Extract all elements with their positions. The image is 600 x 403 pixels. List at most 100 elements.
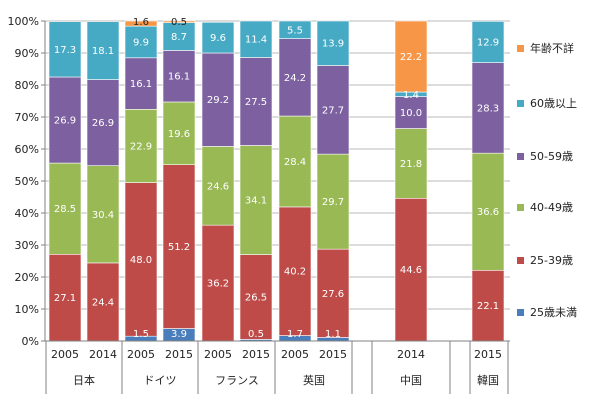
bar-segment — [124, 25, 158, 59]
bar-segment — [394, 20, 428, 93]
data-label: 1.5 — [133, 329, 149, 340]
x-axis: 2005 2014 2005 2015 2005 2015 2005 2015 2014 2015… — [45, 340, 510, 394]
data-label: 26.9 — [92, 118, 114, 129]
data-label: 3.9 — [171, 329, 187, 340]
data-label: 9.9 — [133, 37, 149, 48]
data-label: 8.7 — [171, 32, 187, 43]
data-label: 27.1 — [54, 293, 76, 304]
y-tick-label: 10% — [15, 303, 39, 316]
x-tick-label: 2005 — [204, 348, 232, 361]
data-label: 0.5 — [171, 17, 187, 28]
legend-swatch — [517, 153, 524, 160]
legend-label: 25歳未満 — [530, 306, 577, 319]
bar-segment — [162, 50, 196, 103]
y-tick-label: 60% — [15, 143, 39, 156]
data-label: 5.5 — [287, 25, 303, 36]
data-label: 16.1 — [130, 79, 152, 90]
data-label: 30.4 — [92, 210, 114, 221]
legend-swatch — [517, 45, 524, 52]
bar-segment — [48, 253, 82, 342]
legend-label: 60歳以上 — [530, 97, 577, 110]
data-label: 27.7 — [322, 105, 344, 116]
bar-segment — [124, 109, 158, 183]
y-tick-label: 70% — [15, 111, 39, 124]
legend: 年齢不詳 60歳以上 50-59歳 40-49歳 25-39歳 25歳未満 — [517, 41, 577, 319]
data-label: 28.5 — [54, 204, 76, 215]
data-label: 1.4 — [403, 90, 419, 101]
data-label: 0.5 — [248, 329, 264, 340]
bar-segment — [124, 57, 158, 110]
data-label: 18.1 — [92, 46, 114, 57]
y-tick-label: 30% — [15, 239, 39, 252]
bar-segment — [124, 20, 158, 27]
x-tick-label: 2015 — [319, 348, 347, 361]
x-tick-label: 2005 — [127, 348, 155, 361]
y-tick-label: 40% — [15, 207, 39, 220]
y-tick-label: 90% — [15, 47, 39, 60]
data-label: 36.6 — [477, 207, 499, 218]
data-label: 36.2 — [207, 279, 229, 290]
data-label: 24.6 — [207, 181, 229, 192]
data-label: 13.9 — [322, 39, 344, 50]
data-label: 34.1 — [245, 196, 267, 207]
y-tick-label: 50% — [15, 175, 39, 188]
data-label: 22.2 — [400, 52, 422, 63]
bars — [48, 20, 505, 342]
data-label: 48.0 — [130, 255, 152, 266]
bar-segment — [201, 21, 235, 54]
bar-segment — [162, 101, 196, 165]
x-group-label: 中国 — [400, 374, 422, 387]
bar-segment — [278, 38, 312, 117]
data-label: 21.8 — [400, 159, 422, 170]
y-tick-label: 20% — [15, 271, 39, 284]
data-label: 26.5 — [245, 293, 267, 304]
gridlines — [45, 20, 510, 342]
bar-segment — [316, 20, 350, 66]
bar-segment — [48, 162, 82, 255]
bar-segment — [394, 128, 428, 199]
bar-segment — [471, 269, 505, 342]
data-label: 27.5 — [245, 97, 267, 108]
data-label: 40.2 — [284, 267, 306, 278]
legend-swatch — [517, 204, 524, 211]
data-label: 1.1 — [325, 329, 341, 340]
x-group-label: ドイツ — [144, 374, 177, 387]
bar-segment — [278, 115, 312, 208]
x-tick-label: 2015 — [474, 348, 502, 361]
y-tick-label: 100% — [8, 15, 39, 28]
x-group-label: 英国 — [303, 373, 325, 387]
bar-segment — [162, 20, 196, 23]
x-tick-label: 2014 — [397, 348, 425, 361]
data-label: 12.9 — [477, 37, 499, 48]
data-labels: 27.1 28.5 26.9 17.3 24.4 30.4 26.9 18.1 1.5 48.0 2… — [54, 17, 499, 340]
bar-segment — [471, 152, 505, 271]
y-tick-label: 0% — [22, 335, 39, 348]
bar-segment — [48, 21, 82, 78]
legend-label: 50-59歳 — [530, 150, 573, 163]
data-label: 28.3 — [477, 103, 499, 114]
bar-segment — [239, 20, 273, 58]
data-label: 22.1 — [477, 301, 499, 312]
x-tick-label: 2015 — [165, 348, 193, 361]
data-label: 10.0 — [400, 108, 422, 119]
legend-label: 25-39歳 — [530, 254, 573, 267]
data-label: 28.4 — [284, 157, 306, 168]
data-label: 24.4 — [92, 297, 114, 308]
bar-segment — [124, 182, 158, 337]
bar-segment — [162, 164, 196, 329]
data-label: 9.6 — [210, 33, 226, 44]
x-tick-label: 2014 — [89, 348, 117, 361]
data-label: 16.1 — [168, 72, 190, 83]
legend-swatch — [517, 100, 524, 107]
x-group-label: 韓国 — [477, 374, 499, 387]
bar-segment — [471, 21, 505, 63]
data-label: 26.9 — [54, 116, 76, 127]
data-label: 51.2 — [168, 242, 190, 253]
data-label: 44.6 — [400, 265, 422, 276]
data-label: 19.6 — [168, 129, 190, 140]
bar-segment — [239, 57, 273, 146]
bar-segment — [278, 20, 312, 39]
data-label: 11.4 — [245, 35, 267, 46]
x-group-label: フランス — [215, 374, 259, 387]
